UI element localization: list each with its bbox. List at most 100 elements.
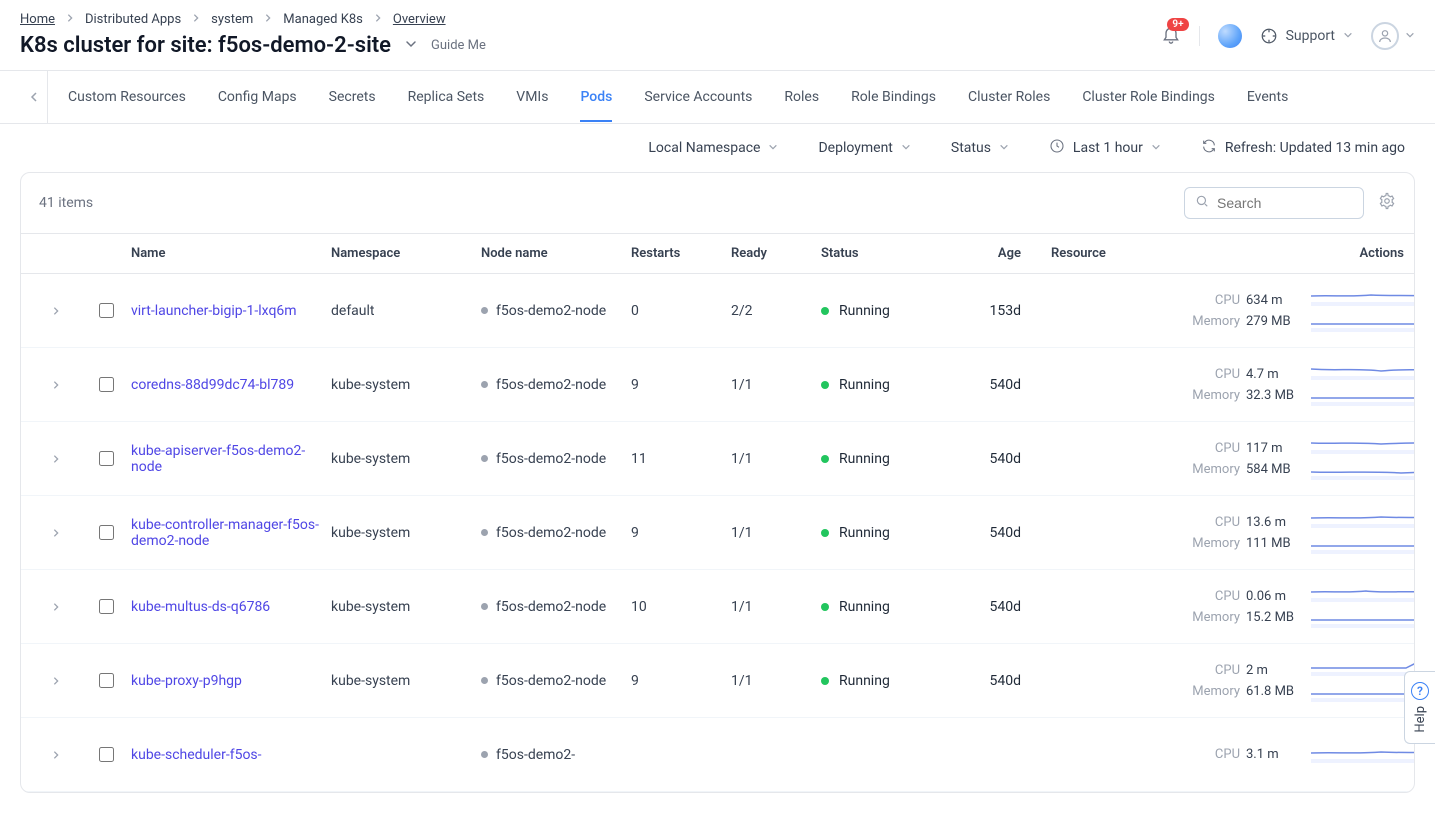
table-row: kube-multus-ds-q6786 kube-system f5os-de…	[21, 570, 1414, 644]
table-row: coredns-88d99dc74-bl789 kube-system f5os…	[21, 348, 1414, 422]
pod-name-link[interactable]: kube-apiserver-f5os-demo2-node	[131, 443, 331, 475]
res-cpu: 3.1 m	[1246, 747, 1301, 762]
filter-status[interactable]: Status	[951, 140, 1009, 156]
pod-name-link[interactable]: kube-controller-manager-f5os-demo2-node	[131, 517, 331, 549]
cpu-sparkline	[1311, 586, 1415, 602]
status-cell: Running	[821, 377, 971, 393]
restarts-cell: 10	[631, 599, 731, 615]
row-checkbox[interactable]	[99, 525, 114, 540]
expand-row-button[interactable]	[31, 454, 81, 464]
tab-scroll-left[interactable]	[20, 71, 48, 123]
tab-cluster-roles[interactable]: Cluster Roles	[968, 73, 1050, 121]
pod-name-link[interactable]: virt-launcher-bigip-1-lxq6m	[131, 303, 331, 319]
clock-icon	[1049, 138, 1065, 158]
res-label: CPU	[1215, 589, 1240, 604]
breadcrumb-item[interactable]: Home	[20, 12, 55, 27]
tab-cluster-role-bindings[interactable]: Cluster Role Bindings	[1082, 73, 1215, 121]
notification-button[interactable]: 9+	[1161, 24, 1181, 48]
node-cell: f5os-demo2-node	[481, 673, 631, 689]
user-menu[interactable]	[1371, 22, 1415, 50]
res-label: Memory	[1192, 684, 1240, 699]
res-label: Memory	[1192, 462, 1240, 477]
cpu-sparkline	[1311, 438, 1415, 454]
chevron-down-icon	[901, 142, 911, 155]
expand-row-button[interactable]	[31, 306, 81, 316]
row-checkbox[interactable]	[99, 451, 114, 466]
help-tab[interactable]: ? Help	[1404, 671, 1435, 744]
age-cell: 540d	[971, 599, 1051, 615]
expand-row-button[interactable]	[31, 602, 81, 612]
res-label: Memory	[1192, 314, 1240, 329]
tab-config-maps[interactable]: Config Maps	[218, 73, 297, 121]
expand-row-button[interactable]	[31, 380, 81, 390]
th-namespace: Namespace	[331, 246, 481, 261]
res-label: CPU	[1215, 441, 1240, 456]
sparkline-cell	[1301, 586, 1415, 628]
breadcrumb-item[interactable]: Overview	[393, 12, 446, 27]
support-dropdown[interactable]: Support	[1260, 27, 1353, 45]
card-header: 41 items	[21, 173, 1414, 233]
expand-row-button[interactable]	[31, 528, 81, 538]
refresh-status[interactable]: Refresh: Updated 13 min ago	[1201, 138, 1405, 158]
guide-me-link[interactable]: Guide Me	[431, 38, 486, 53]
pod-name-link[interactable]: kube-multus-ds-q6786	[131, 599, 331, 615]
sparkline-cell	[1301, 512, 1415, 554]
table-settings-button[interactable]	[1378, 192, 1396, 214]
status-dot-icon	[821, 307, 829, 315]
age-cell: 540d	[971, 451, 1051, 467]
title-dropdown-caret[interactable]	[405, 38, 417, 54]
filter-deployment[interactable]: Deployment	[818, 140, 910, 156]
expand-row-button[interactable]	[31, 750, 81, 760]
items-count: 41 items	[39, 195, 93, 211]
resource-cell: CPU 3.1 m	[1051, 747, 1301, 762]
tab-role-bindings[interactable]: Role Bindings	[851, 73, 936, 121]
expand-row-button[interactable]	[31, 676, 81, 686]
tab-service-accounts[interactable]: Service Accounts	[644, 73, 752, 121]
res-cpu: 0.06 m	[1246, 589, 1301, 604]
tenant-icon[interactable]	[1218, 24, 1242, 48]
tab-custom-resources[interactable]: Custom Resources	[68, 73, 186, 121]
breadcrumb-item[interactable]: Distributed Apps	[85, 12, 181, 27]
chevron-right-icon	[191, 12, 201, 27]
search-input[interactable]	[1217, 195, 1353, 211]
row-checkbox[interactable]	[99, 747, 114, 762]
breadcrumb-item[interactable]: system	[211, 12, 253, 27]
res-mem: 15.2 MB	[1246, 610, 1301, 625]
divider	[1199, 26, 1200, 46]
filter-time[interactable]: Last 1 hour	[1049, 138, 1161, 158]
status-text: Running	[839, 451, 890, 467]
res-label: CPU	[1215, 747, 1240, 762]
breadcrumb-item[interactable]: Managed K8s	[283, 12, 363, 27]
node-status-dot-icon	[481, 455, 488, 462]
row-checkbox[interactable]	[99, 303, 114, 318]
th-resource: Resource	[1051, 246, 1301, 261]
row-checkbox[interactable]	[99, 673, 114, 688]
search-box[interactable]	[1184, 187, 1364, 219]
resource-cell: CPU2 m Memory61.8 MB	[1051, 663, 1301, 699]
table-row: kube-proxy-p9hgp kube-system f5os-demo2-…	[21, 644, 1414, 718]
row-checkbox[interactable]	[99, 599, 114, 614]
resource-cell: CPU117 m Memory584 MB	[1051, 441, 1301, 477]
search-icon	[1195, 194, 1209, 212]
tab-pods[interactable]: Pods	[580, 73, 612, 121]
pod-name-link[interactable]: kube-scheduler-f5os-	[131, 747, 331, 763]
tab-replica-sets[interactable]: Replica Sets	[408, 73, 485, 121]
tab-vmis[interactable]: VMIs	[516, 73, 548, 121]
chevron-right-icon	[65, 12, 75, 27]
tab-secrets[interactable]: Secrets	[329, 73, 376, 121]
filter-label: Deployment	[818, 140, 892, 156]
mem-sparkline	[1311, 612, 1415, 628]
support-label: Support	[1286, 28, 1335, 44]
filter-label: Last 1 hour	[1073, 140, 1143, 156]
tab-events[interactable]: Events	[1247, 73, 1288, 121]
pod-name-link[interactable]: coredns-88d99dc74-bl789	[131, 377, 331, 393]
tab-roles[interactable]: Roles	[784, 73, 819, 121]
table-header: Name Namespace Node name Restarts Ready …	[21, 233, 1414, 274]
ready-cell: 2/2	[731, 303, 821, 319]
filter-namespace[interactable]: Local Namespace	[648, 140, 778, 156]
pod-name-link[interactable]: kube-proxy-p9hgp	[131, 673, 331, 689]
row-checkbox[interactable]	[99, 377, 114, 392]
ready-cell: 1/1	[731, 599, 821, 615]
node-cell: f5os-demo2-node	[481, 303, 631, 319]
cpu-sparkline	[1311, 364, 1415, 380]
